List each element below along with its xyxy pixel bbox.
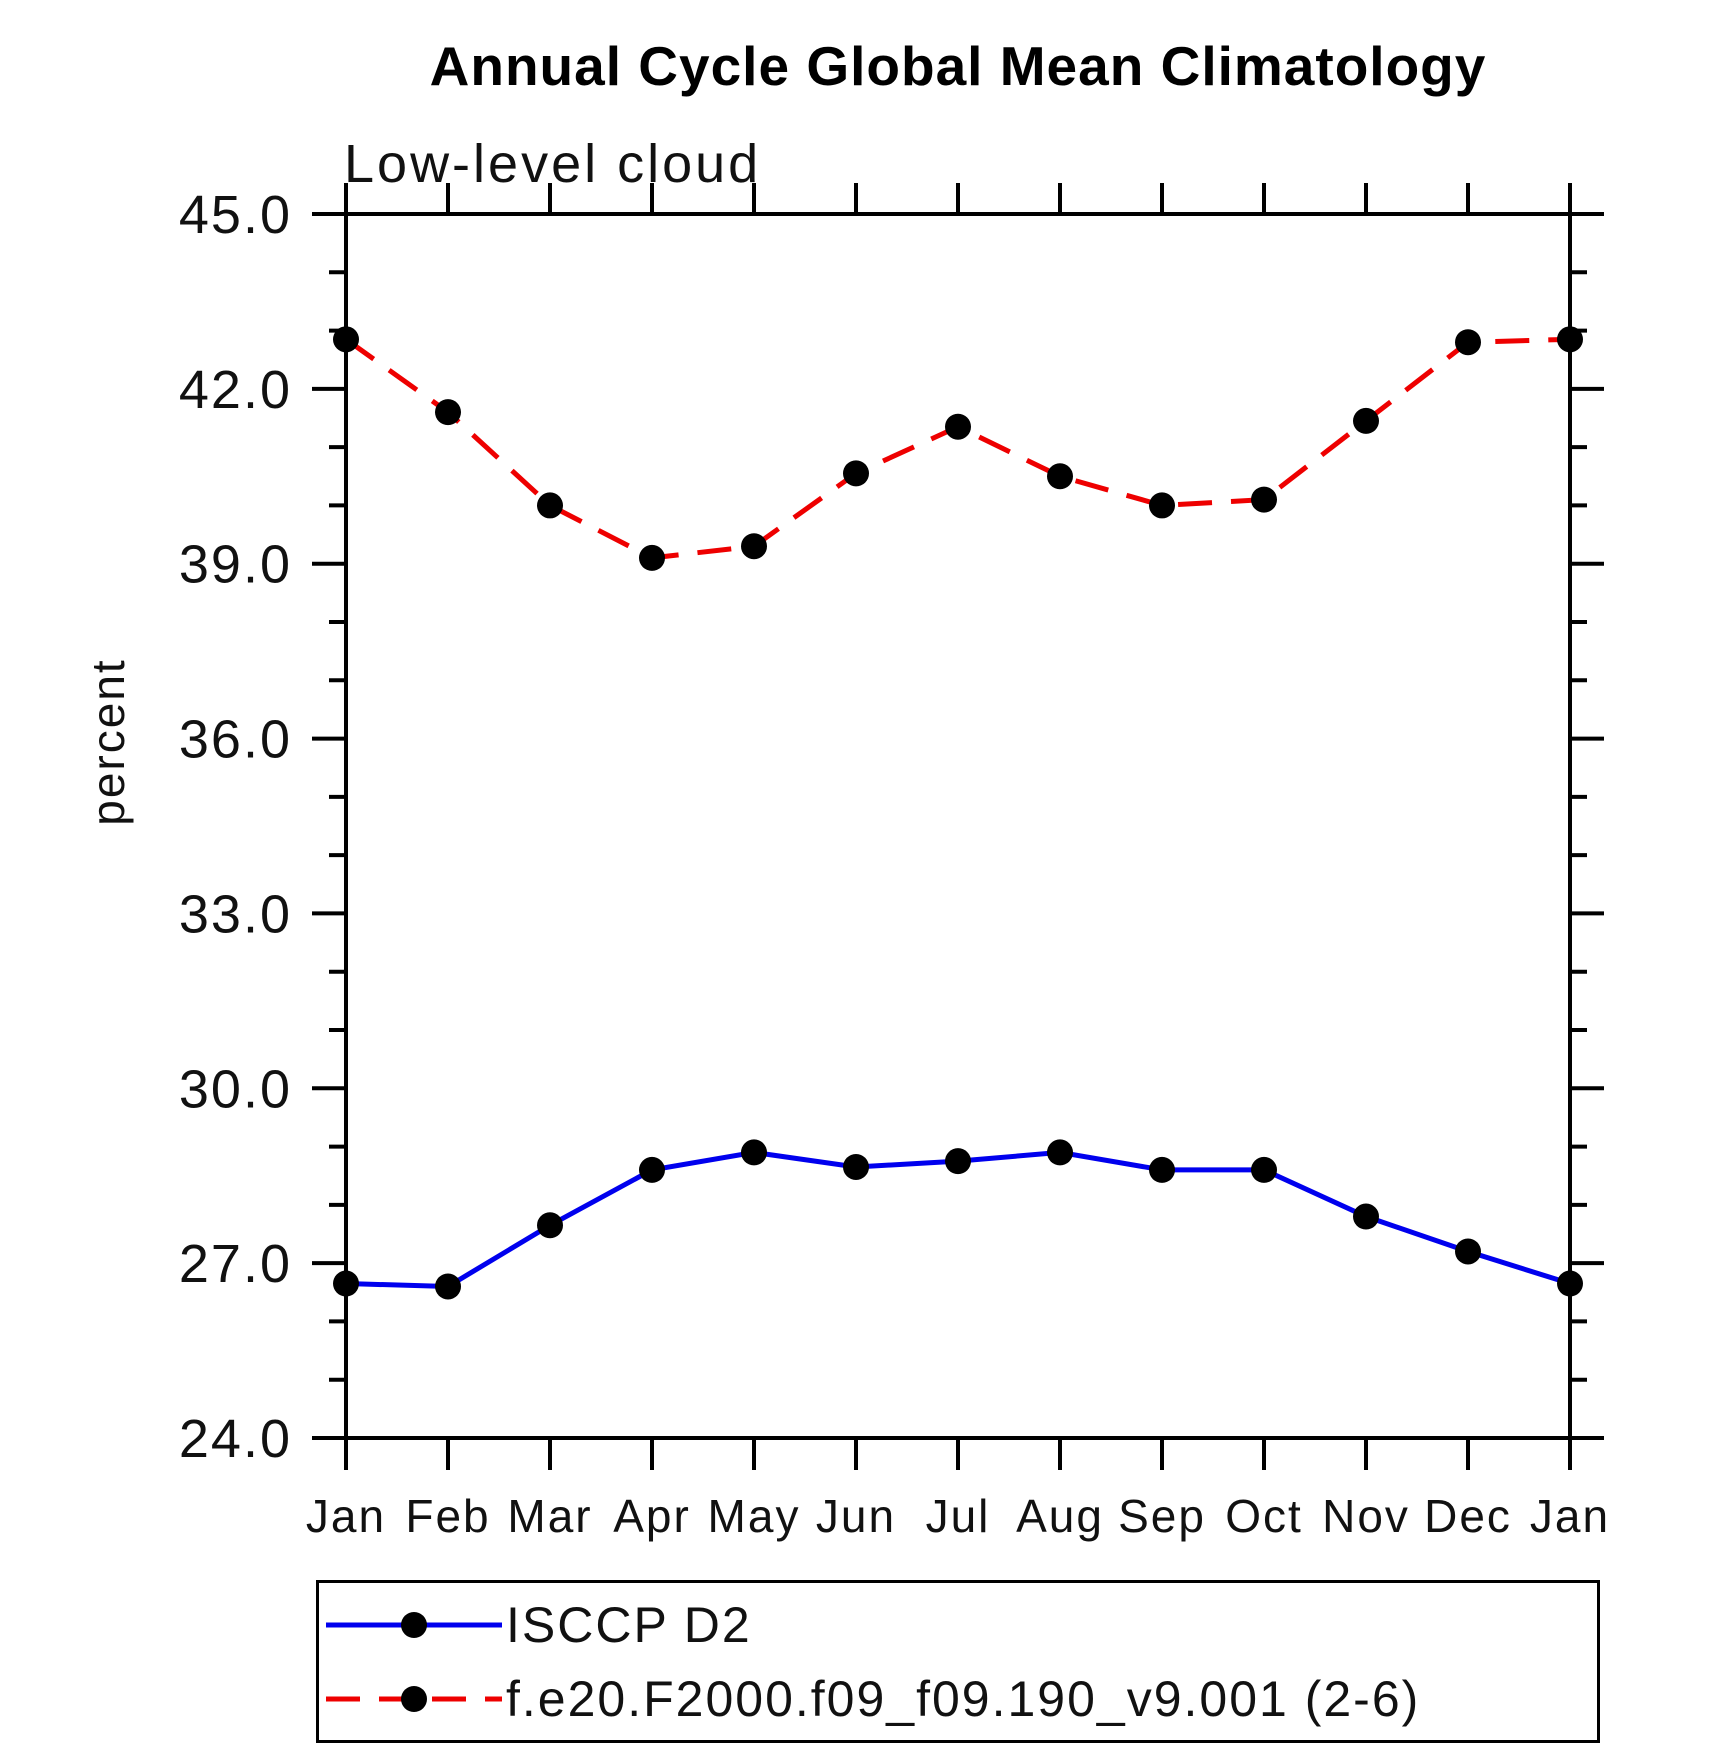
legend-entry-model: f.e20.F2000.f09_f09.190_v9.001 (2-6) (326, 1671, 1420, 1727)
data-point-marker (1455, 329, 1481, 356)
data-point-marker (1557, 326, 1583, 353)
data-point-marker (1047, 463, 1073, 490)
x-tick-label: Apr (613, 1490, 691, 1542)
legend-label: ISCCP D2 (506, 1597, 752, 1653)
data-point-marker (945, 1148, 971, 1175)
x-tick-label: Nov (1322, 1490, 1410, 1542)
legend-entry-isccp: ISCCP D2 (326, 1597, 752, 1653)
x-tick-label: Aug (1016, 1490, 1104, 1542)
data-point-marker (537, 492, 563, 519)
x-tick-label: Dec (1424, 1490, 1512, 1542)
y-tick-label: 42.0 (179, 360, 292, 420)
x-tick-label: May (708, 1490, 801, 1542)
y-tick-label: 36.0 (179, 710, 292, 770)
x-tick-label: Oct (1225, 1490, 1303, 1542)
legend: ISCCP D2 f.e20.F2000.f09_f09.190_v9.001 … (316, 1580, 1600, 1743)
legend-marker-dot-icon (401, 1612, 427, 1638)
y-tick-label: 27.0 (179, 1234, 292, 1294)
data-point-marker (741, 1139, 767, 1166)
data-point-marker (537, 1212, 563, 1239)
x-tick-label: Jul (926, 1490, 991, 1542)
data-point-marker (1149, 492, 1175, 519)
chart-title: Annual Cycle Global Mean Climatology (429, 35, 1487, 97)
data-point-marker (639, 1156, 665, 1183)
x-tick-label: Sep (1118, 1490, 1206, 1542)
data-point-marker (1353, 407, 1379, 434)
data-point-marker (1557, 1270, 1583, 1297)
series-line-dashed (344, 336, 1571, 561)
data-point-marker (1353, 1203, 1379, 1230)
data-point-marker (1047, 1139, 1073, 1166)
data-point-marker (1149, 1156, 1175, 1183)
data-point-marker (843, 460, 869, 487)
data-point-marker (1251, 1156, 1277, 1183)
x-tick-label: Feb (405, 1490, 490, 1542)
x-tick-label: Jun (816, 1490, 896, 1542)
data-point-marker (435, 1273, 461, 1300)
legend-marker-dot-icon (401, 1686, 427, 1712)
data-point-marker (333, 326, 359, 353)
y-tick-label: 24.0 (179, 1409, 292, 1469)
data-point-marker (1455, 1238, 1481, 1265)
data-point-marker (333, 1270, 359, 1297)
legend-label: f.e20.F2000.f09_f09.190_v9.001 (2-6) (506, 1671, 1421, 1727)
legend-line-solid-icon (326, 1612, 502, 1638)
data-point-marker (741, 533, 767, 560)
data-point-marker (639, 544, 665, 571)
data-point-marker (843, 1153, 869, 1180)
data-point-marker (1251, 486, 1277, 513)
y-tick-label: 33.0 (179, 884, 292, 944)
data-point-marker (435, 399, 461, 426)
x-tick-label: Jan (1530, 1490, 1610, 1542)
x-tick-label: Jan (306, 1490, 386, 1542)
data-point-marker (945, 413, 971, 440)
y-tick-label: 30.0 (179, 1059, 292, 1119)
y-tick-label: 45.0 (179, 185, 292, 245)
axis-frame (344, 212, 1572, 1440)
legend-line-dashed-icon (326, 1686, 502, 1712)
x-tick-label: Mar (507, 1490, 592, 1542)
y-tick-label: 39.0 (179, 535, 292, 595)
